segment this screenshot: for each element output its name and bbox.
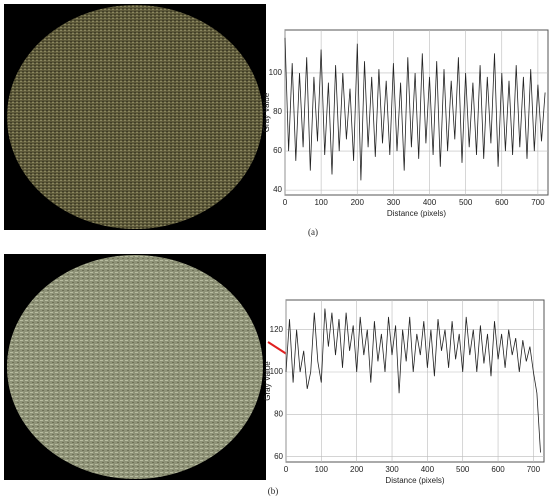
x-tick-label: 300 <box>385 465 399 474</box>
y-tick-label: 120 <box>270 325 284 334</box>
x-tick-label: 100 <box>315 465 329 474</box>
x-tick-label: 600 <box>491 465 505 474</box>
x-tick-label: 600 <box>495 198 509 207</box>
x-tick-label: 500 <box>459 198 473 207</box>
y-tick-label: 100 <box>270 367 284 376</box>
panel-caption: (a) <box>308 227 318 237</box>
x-tick-label: 700 <box>527 465 541 474</box>
x-axis-label: Distance (pixels) <box>385 476 444 485</box>
y-axis-label: Gray Value <box>263 361 272 401</box>
sample-disc-b <box>7 255 263 479</box>
x-tick-label: 0 <box>283 198 288 207</box>
x-tick-label: 400 <box>421 465 435 474</box>
x-tick-label: 700 <box>531 198 545 207</box>
y-tick-label: 40 <box>273 185 282 194</box>
x-tick-label: 200 <box>350 465 364 474</box>
x-tick-label: 200 <box>351 198 365 207</box>
y-tick-label: 100 <box>269 68 283 77</box>
y-tick-label: 80 <box>274 409 283 418</box>
y-axis-label: Gray Value <box>262 92 271 132</box>
y-tick-label: 60 <box>273 146 282 155</box>
x-tick-label: 0 <box>284 465 289 474</box>
y-tick-label: 60 <box>274 452 283 461</box>
x-tick-label: 100 <box>314 198 328 207</box>
x-tick-label: 500 <box>456 465 470 474</box>
x-tick-label: 300 <box>387 198 401 207</box>
sample-disc-a <box>7 5 263 229</box>
panel-caption: (b) <box>268 486 279 496</box>
x-tick-label: 400 <box>423 198 437 207</box>
data-line <box>285 308 541 453</box>
y-tick-label: 80 <box>273 107 282 116</box>
data-line <box>284 37 546 181</box>
plot-area <box>285 299 545 463</box>
x-axis-label: Distance (pixels) <box>387 209 446 218</box>
